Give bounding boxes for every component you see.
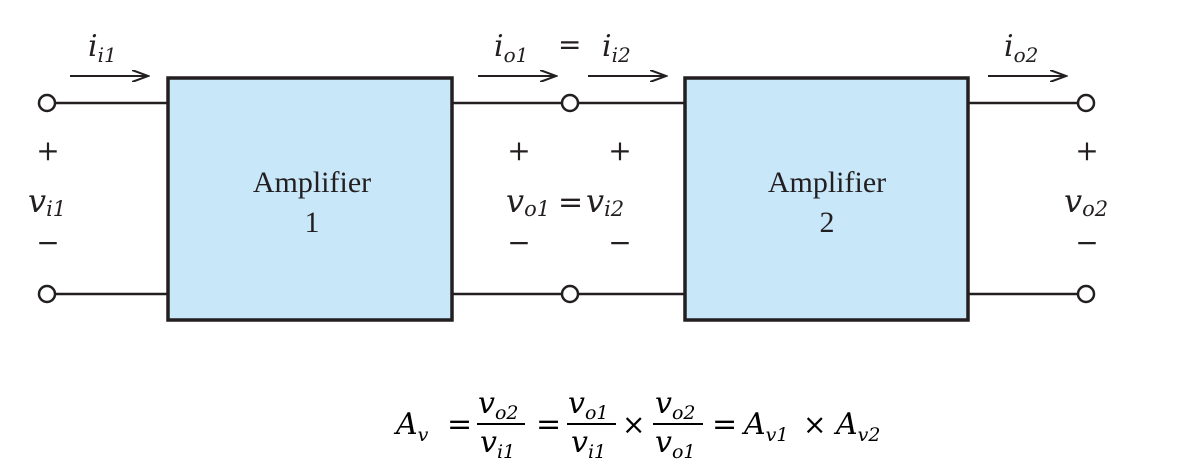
output-terminal-top [1076, 93, 1096, 113]
input-current-label: ii1 [88, 29, 117, 67]
fraction-vo2-over-vo1: vo2 vo1 [653, 386, 703, 463]
equation-equals-3: = [712, 407, 737, 442]
middle-voltage-right-label: vi2 [586, 182, 624, 221]
fraction-vo1-over-vi1: vo1 vi1 [567, 386, 616, 463]
fraction-3-denominator: vo1 [655, 425, 695, 463]
input-terminal-bottom [37, 284, 57, 304]
amplifier-1-label: Amplifier [253, 166, 371, 199]
middle-voltage-right-minus: − [608, 226, 631, 259]
output-terminal-bottom [1076, 284, 1096, 304]
middle-current-label-right: ii2 [602, 29, 631, 67]
amplifier-2-number: 2 [820, 206, 835, 239]
amplifier-1-number: 1 [305, 206, 320, 239]
fraction-1-numerator: vo2 [478, 386, 518, 424]
middle-current-equals: = [558, 28, 581, 61]
equation-times-1: × [622, 408, 645, 441]
equation-rhs-1: Av1 [741, 407, 789, 446]
terminals [37, 93, 1096, 304]
middle-terminal-top [560, 93, 580, 113]
amplifier-2-rect [683, 76, 970, 322]
middle-voltage-left-minus: − [507, 226, 530, 259]
middle-voltage-right-plus: + [608, 134, 631, 167]
fraction-2-denominator: vi1 [571, 425, 606, 463]
gain-equation: Av = vo2 vi1 = vo1 vi1 × vo2 vo1 = Av1 ×… [393, 386, 881, 463]
equation-equals-2: = [536, 407, 561, 442]
input-terminal-top [37, 93, 57, 113]
middle-voltage-left-label: vo1 [506, 182, 550, 221]
wires [55, 101, 1078, 296]
amplifier-1-rect [166, 76, 454, 322]
equation-lhs: Av [393, 407, 429, 446]
amplifier-2-label: Amplifier [768, 166, 886, 199]
output-voltage-minus: − [1075, 226, 1098, 259]
input-voltage-minus: − [36, 226, 59, 259]
output-voltage: + vo2 − [1064, 134, 1108, 259]
output-voltage-label: vo2 [1064, 182, 1108, 221]
input-voltage: + vi1 − [28, 134, 66, 259]
output-voltage-plus: + [1075, 134, 1098, 167]
fraction-1-denominator: vi1 [480, 425, 515, 463]
equation-times-2: × [803, 408, 826, 441]
input-voltage-plus: + [36, 134, 59, 167]
middle-voltage-equals: = [558, 185, 583, 220]
fraction-3-numerator: vo2 [655, 386, 695, 424]
fraction-vo2-over-vi1: vo2 vi1 [477, 386, 525, 463]
amplifier-2-box: Amplifier 2 [683, 76, 970, 322]
middle-voltage-left-plus: + [507, 134, 530, 167]
amplifier-1-box: Amplifier 1 [166, 76, 454, 322]
middle-terminal-bottom [560, 284, 580, 304]
middle-current-label-left: io1 [494, 29, 528, 67]
middle-voltage: + + vo1 = vi2 − − [506, 134, 632, 259]
output-current-label: io2 [1004, 29, 1038, 67]
fraction-2-numerator: vo1 [568, 386, 608, 424]
equation-rhs-2: Av2 [833, 407, 881, 446]
equation-equals-1: = [447, 407, 472, 442]
input-voltage-label: vi1 [28, 182, 66, 221]
